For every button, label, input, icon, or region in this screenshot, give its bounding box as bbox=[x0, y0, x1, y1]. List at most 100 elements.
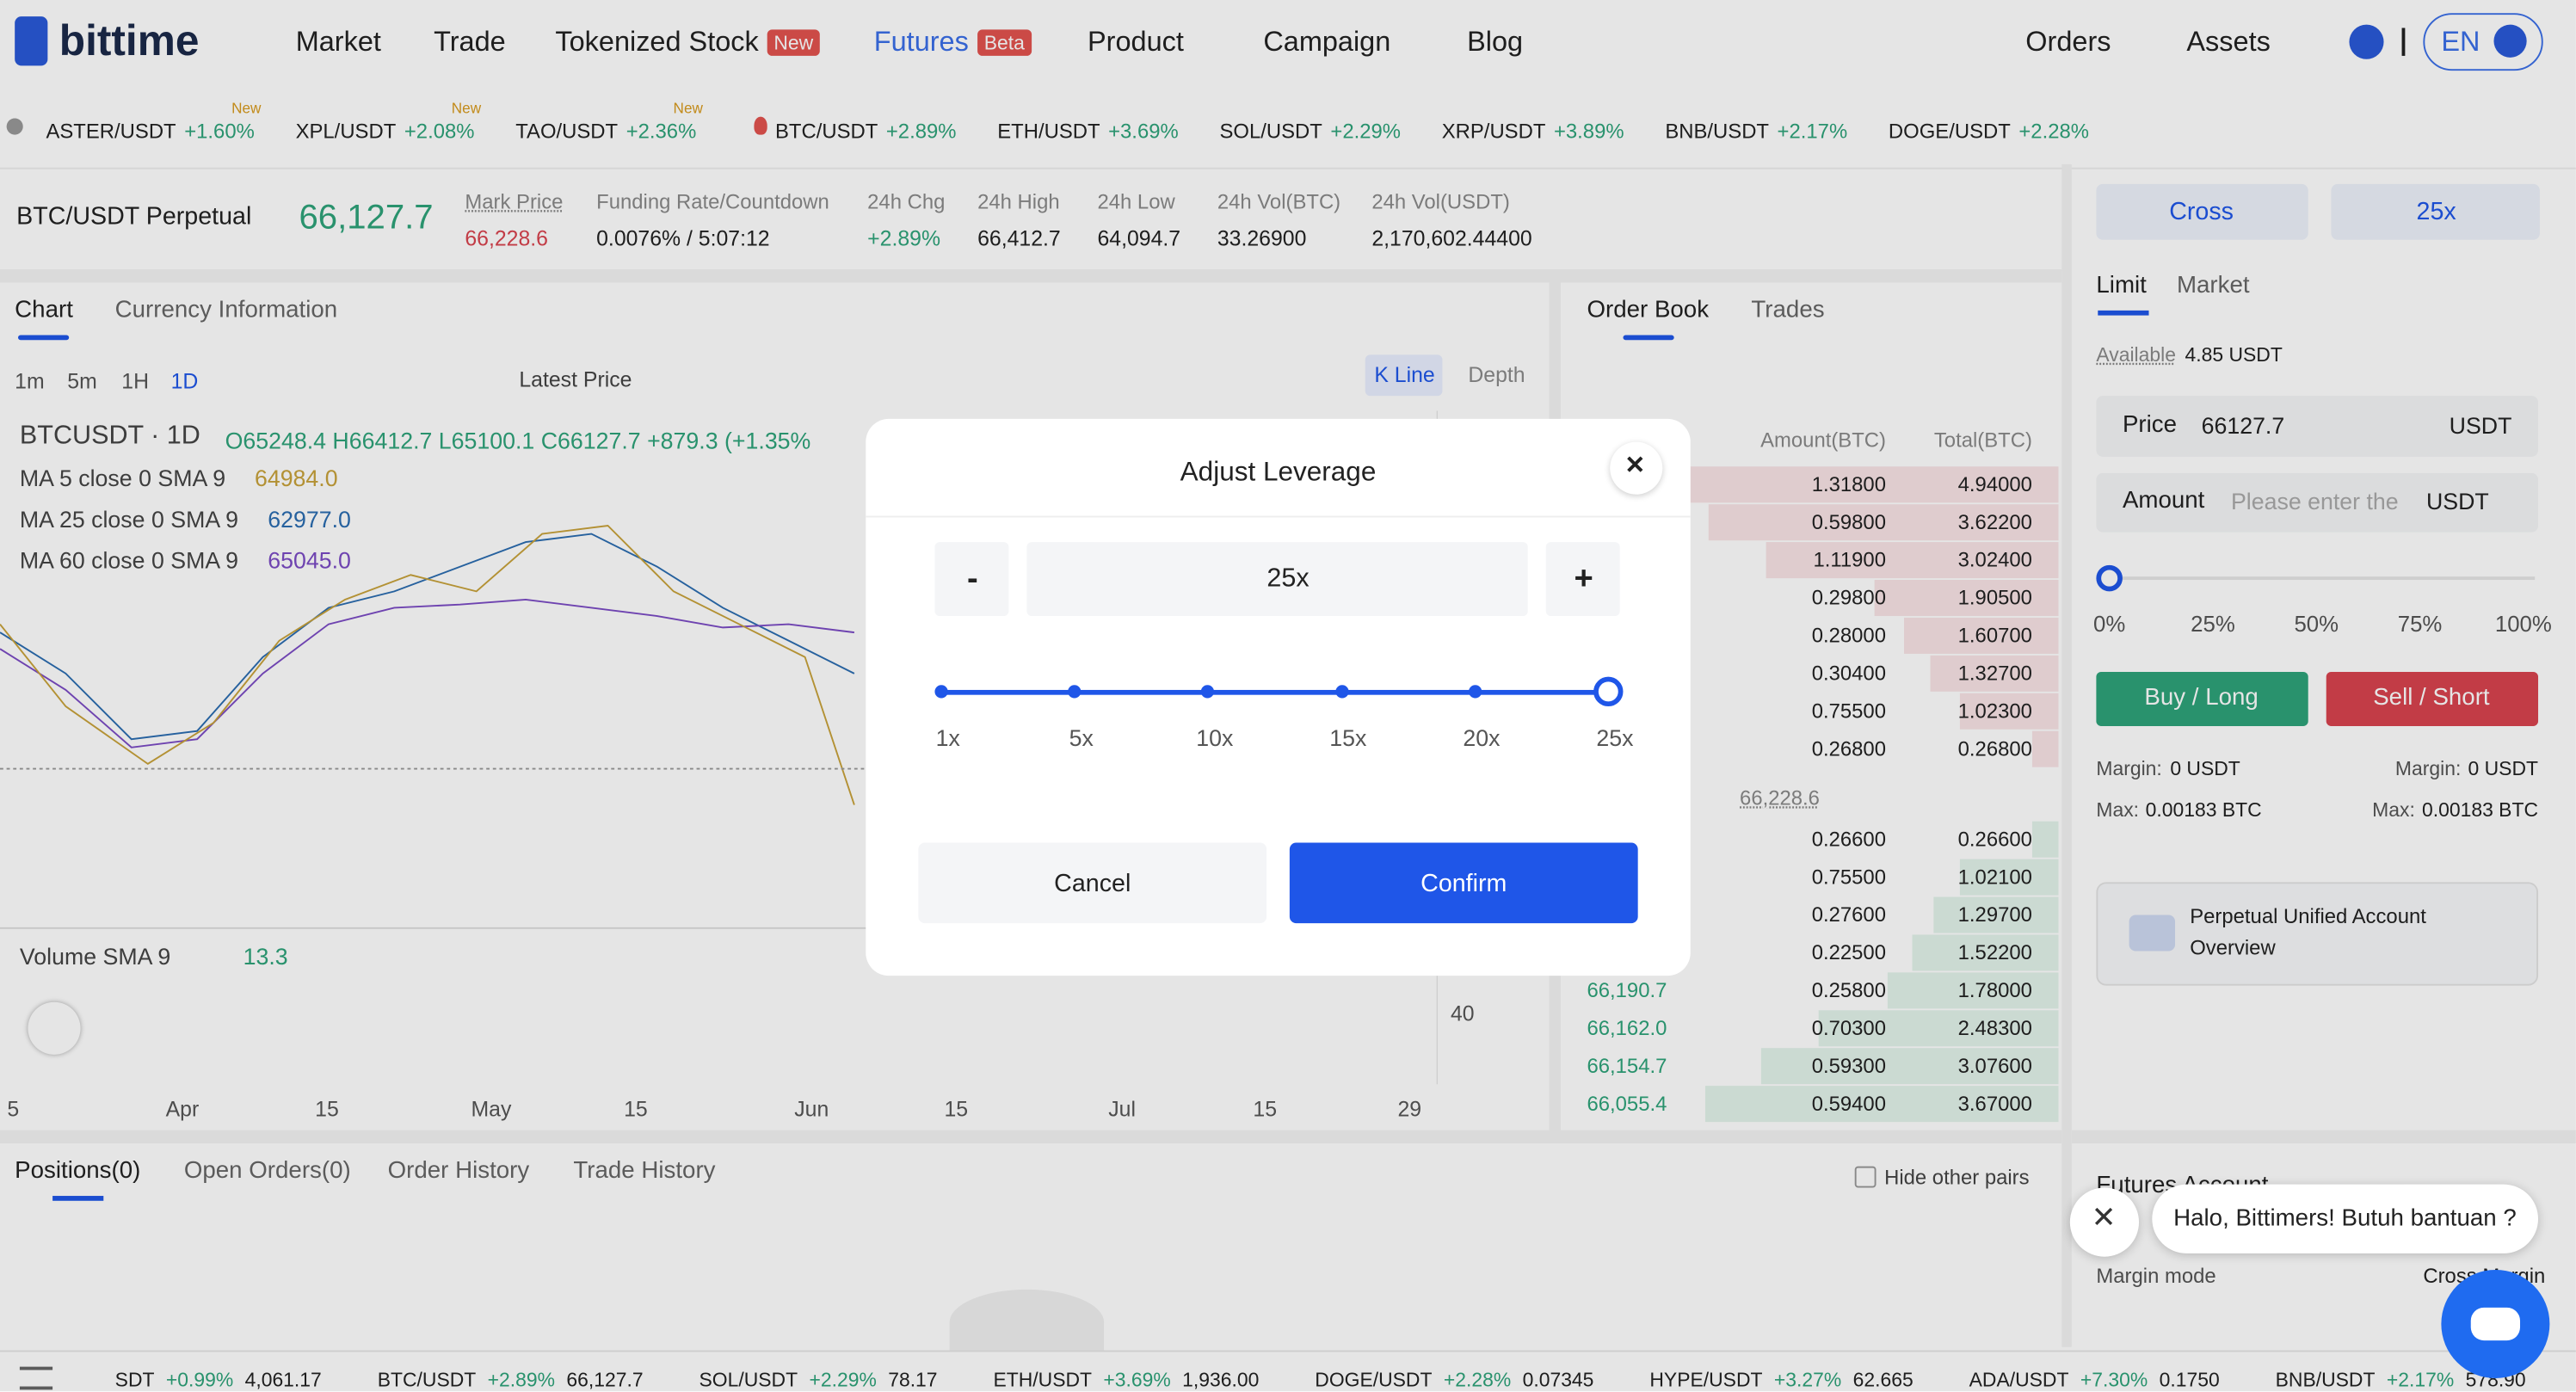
leverage-value: 25x bbox=[1266, 564, 1310, 594]
positions-tab[interactable]: Positions(0) bbox=[15, 1158, 141, 1185]
chart-tab[interactable]: Currency Information bbox=[114, 297, 338, 324]
margin-value: 0 USDT bbox=[2468, 757, 2539, 780]
positions-tab[interactable]: Open Orders(0) bbox=[183, 1158, 351, 1185]
ask-amount: 1.11900 bbox=[1813, 548, 1886, 572]
ticker-item[interactable]: SOL/USDT +2.29% 78.17 bbox=[699, 1369, 938, 1392]
orderbook-tab[interactable]: Trades bbox=[1751, 297, 1825, 324]
checkbox[interactable] bbox=[1854, 1166, 1877, 1188]
sell-label: Sell / Short bbox=[2373, 685, 2490, 711]
ticker-item[interactable]: BTC/USDT +2.89% 66,127.7 bbox=[378, 1369, 644, 1392]
confirm-button[interactable] bbox=[1289, 842, 1638, 924]
stat-value: 66,412.7 bbox=[977, 225, 1061, 251]
nav-link[interactable]: Campaign bbox=[1263, 26, 1391, 58]
ticker-item[interactable]: XPL/USDT +2.08% New bbox=[296, 100, 482, 143]
nav-link[interactable]: Tokenized Stock bbox=[555, 26, 759, 58]
nav-link[interactable]: Futures bbox=[873, 26, 969, 58]
ma-label: MA 60 close 0 SMA 9 bbox=[19, 546, 239, 574]
increase-button[interactable] bbox=[1545, 542, 1620, 617]
amount-input[interactable] bbox=[2096, 472, 2539, 533]
interval-button[interactable]: 1D bbox=[170, 368, 199, 394]
kline-button[interactable] bbox=[1365, 354, 1443, 397]
slider-dot bbox=[1334, 685, 1348, 699]
confirm-label: Confirm bbox=[1420, 870, 1507, 898]
stat-label: Mark Price bbox=[465, 190, 564, 214]
last-price: 66,127.7 bbox=[299, 199, 434, 237]
modal-divider bbox=[866, 515, 1691, 518]
ticker-change: +3.69% bbox=[1103, 1368, 1171, 1392]
cross-button[interactable] bbox=[2096, 183, 2308, 240]
positions-tab[interactable]: Trade History bbox=[573, 1158, 716, 1185]
ticker-item[interactable]: TAO/USDT +2.36% New bbox=[515, 100, 703, 143]
nav-menu[interactable]: Assets bbox=[2186, 26, 2271, 58]
close-icon: ✕ bbox=[1624, 452, 1646, 480]
cancel-button[interactable] bbox=[918, 842, 1267, 924]
settings-icon[interactable] bbox=[19, 1366, 53, 1390]
nav-link[interactable]: Blog bbox=[1467, 26, 1524, 58]
nav-badge: Beta bbox=[977, 29, 1032, 56]
ask-total: 1.60700 bbox=[1957, 624, 2032, 648]
ticker-pair: SOL/USDT bbox=[699, 1368, 798, 1392]
ticker-item[interactable]: ETH/USDT +3.69% bbox=[997, 110, 1179, 143]
order-type-tab[interactable]: Market bbox=[2176, 272, 2250, 299]
fire-icon bbox=[754, 116, 767, 135]
interval-button[interactable]: 1H bbox=[121, 368, 150, 394]
ticker-item[interactable]: DOGE/USDT +2.28% bbox=[1889, 110, 2089, 143]
decrease-button[interactable] bbox=[934, 542, 1009, 617]
time-axis-label: 15 bbox=[944, 1096, 969, 1122]
depth-bar bbox=[1960, 859, 2059, 896]
ticker-change: +1.60% bbox=[184, 120, 255, 144]
stat-label: 24h Vol(BTC) bbox=[1217, 190, 1341, 214]
view-button: K Line bbox=[1374, 362, 1435, 387]
ticker-item[interactable]: ASTER/USDT +1.60% New bbox=[46, 100, 261, 144]
time-axis-label: 29 bbox=[1397, 1096, 1422, 1122]
buy-button[interactable] bbox=[2096, 671, 2308, 726]
ticker-item[interactable]: HYPE/USDT +3.27% 62.665 bbox=[1649, 1369, 1913, 1392]
leverage-slider[interactable] bbox=[941, 689, 1609, 695]
card-icon bbox=[2129, 915, 2176, 952]
view-button[interactable]: Depth bbox=[1468, 362, 1525, 387]
ticker-item[interactable]: ETH/USDT +3.69% 1,936.00 bbox=[993, 1369, 1259, 1392]
orderbook-tab[interactable]: Order Book bbox=[1587, 297, 1710, 324]
interval-button[interactable]: 5m bbox=[67, 368, 97, 394]
ticker-item[interactable]: SOL/USDT +2.29% bbox=[1219, 110, 1401, 143]
chat-close[interactable]: ✕ bbox=[2069, 1187, 2140, 1257]
ticker-price: 4,061.17 bbox=[244, 1368, 322, 1392]
interval-button[interactable]: 1m bbox=[15, 368, 45, 394]
depth-bar bbox=[1930, 655, 2059, 692]
ticker-item[interactable]: XRP/USDT +3.89% bbox=[1442, 110, 1624, 143]
nav-menu[interactable]: Orders bbox=[2025, 26, 2111, 58]
mark-price: 66,228.6 bbox=[1740, 786, 1820, 810]
sell-button[interactable] bbox=[2326, 671, 2539, 726]
nav-link[interactable]: Trade bbox=[434, 26, 506, 58]
slider-handle[interactable] bbox=[1593, 676, 1624, 707]
ticker-item[interactable]: DOGE/USDT +2.28% 0.07345 bbox=[1315, 1369, 1593, 1392]
column-header: Total(BTC) bbox=[1933, 428, 2032, 453]
user-icon[interactable] bbox=[2349, 24, 2384, 59]
ticker-price: 1,936.00 bbox=[1182, 1368, 1260, 1392]
order-type-tab[interactable]: Limit bbox=[2096, 272, 2147, 299]
leverage-button[interactable] bbox=[2331, 183, 2540, 240]
ticker-pair: SOL/USDT bbox=[1219, 120, 1322, 144]
symbol-select[interactable]: BTC/USDT Perpetual bbox=[16, 202, 252, 231]
slider-handle[interactable] bbox=[2096, 564, 2123, 592]
divider bbox=[2071, 1130, 2576, 1143]
positions-tab[interactable]: Order History bbox=[387, 1158, 530, 1185]
price-type-select[interactable]: Latest Price bbox=[519, 366, 632, 392]
ticker-item[interactable]: SDT +0.99% 4,061.17 bbox=[115, 1369, 322, 1392]
ticker-item[interactable]: BTC/USDT +2.89% bbox=[775, 110, 957, 143]
leverage-input[interactable] bbox=[1026, 542, 1528, 617]
globe-icon bbox=[2493, 24, 2527, 58]
percent-slider[interactable] bbox=[2107, 576, 2536, 581]
logo-icon bbox=[15, 16, 48, 66]
chart-tab[interactable]: Chart bbox=[15, 297, 73, 324]
ticker-item[interactable]: ADA/USDT +7.30% 0.1750 bbox=[1969, 1369, 2220, 1392]
input-value: 66127.7 bbox=[2201, 412, 2285, 439]
language-button[interactable] bbox=[2423, 13, 2543, 71]
price-input[interactable] bbox=[2096, 396, 2539, 457]
ticker-item[interactable]: BNB/USDT +2.17% bbox=[1665, 110, 1847, 143]
nav-link[interactable]: Market bbox=[295, 26, 381, 58]
modal-close[interactable]: ✕ bbox=[1610, 441, 1663, 495]
nav-link[interactable]: Product bbox=[1088, 26, 1184, 58]
ticker-pair: HYPE/USDT bbox=[1649, 1368, 1763, 1392]
margin-label: Margin: bbox=[2394, 757, 2462, 780]
